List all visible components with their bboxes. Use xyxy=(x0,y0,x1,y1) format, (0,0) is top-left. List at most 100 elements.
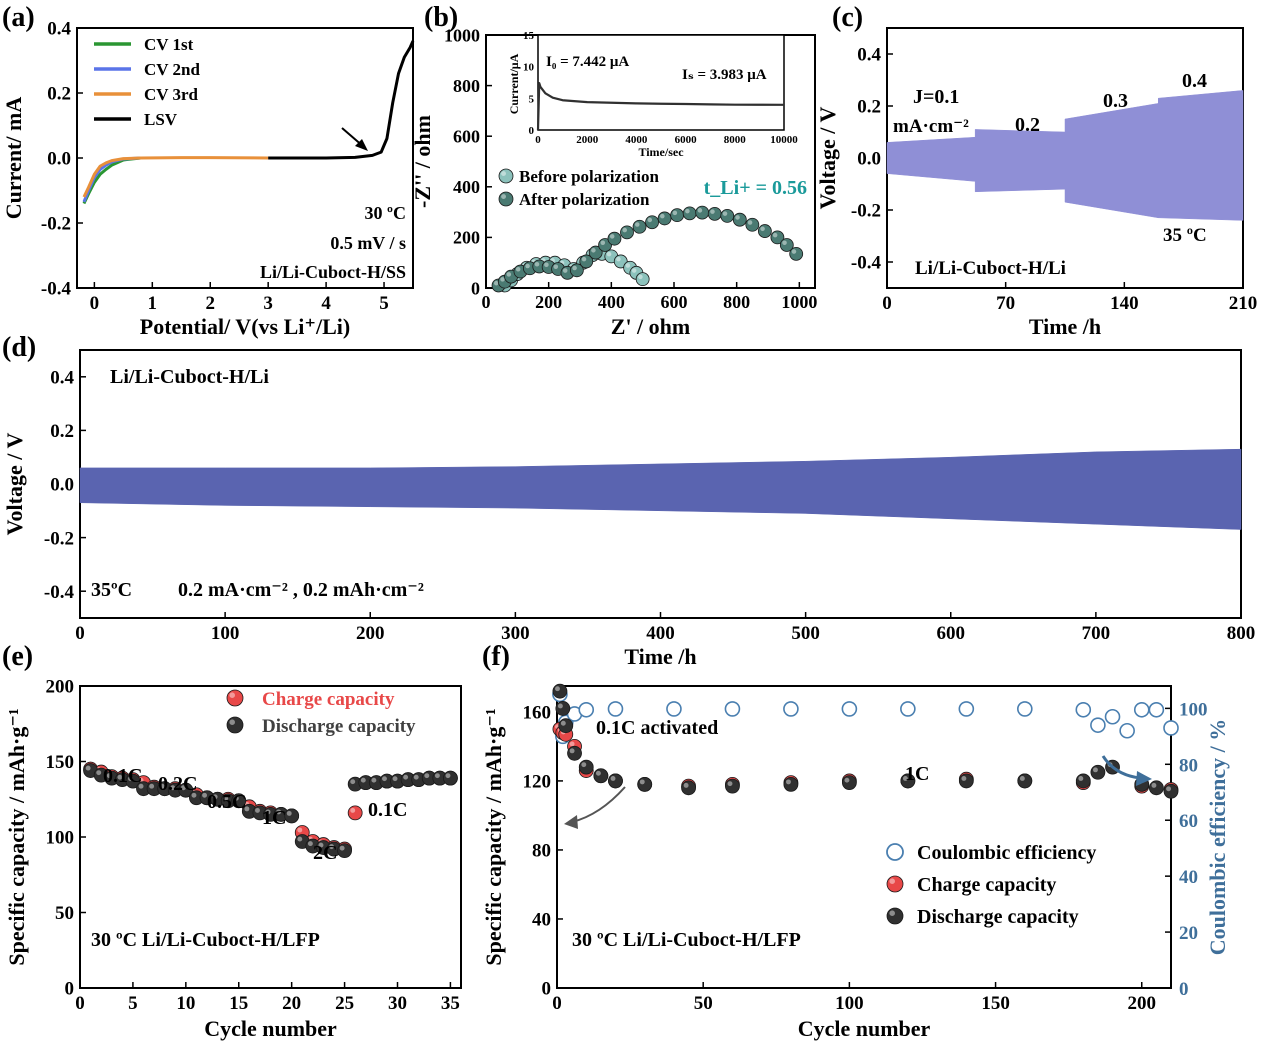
data-point xyxy=(1133,701,1150,718)
panel-d: 0 100 200 300 400 500 600 700 800 -0.4 -0.2 0.0 0.2 0… xyxy=(2,349,1255,669)
panel-label: (f) xyxy=(482,641,510,672)
data-point-highlight xyxy=(844,777,850,783)
data-point-highlight xyxy=(276,809,282,815)
data-point xyxy=(900,701,916,717)
data-point-highlight xyxy=(403,774,409,780)
data-point-highlight xyxy=(525,263,530,269)
y-tick-label: 600 xyxy=(453,127,480,147)
y-tick-label: 200 xyxy=(46,677,75,698)
voltage-band xyxy=(974,129,1066,193)
x-tick-label: 200 xyxy=(356,623,385,644)
data-point-highlight xyxy=(297,836,303,842)
x-tick-label: 600 xyxy=(937,623,966,644)
inset-label: Iₛ = 3.983 μA xyxy=(682,67,767,83)
y-axis-label: Specific capacity / mAh·g⁻¹ xyxy=(481,708,506,965)
data-point xyxy=(579,254,594,269)
data-point-highlight xyxy=(747,220,753,225)
data-point-highlight xyxy=(149,783,155,789)
plot-frame xyxy=(556,685,1172,989)
data-point xyxy=(745,217,760,232)
y-tick-label: -0.4 xyxy=(41,279,72,300)
data-point xyxy=(958,701,975,717)
data-point-highlight xyxy=(727,781,733,787)
data-point xyxy=(841,775,857,791)
legend-marker xyxy=(886,843,904,861)
series-line xyxy=(82,156,269,198)
inset-x-tick-label: 2000 xyxy=(576,134,599,146)
data-point-highlight xyxy=(557,703,563,709)
data-point xyxy=(555,701,571,716)
data-point-highlight xyxy=(96,770,102,776)
x-tick-label: 200 xyxy=(1128,993,1157,1014)
y-tick-label: 1000 xyxy=(444,25,480,45)
legend-marker xyxy=(886,875,904,893)
data-point xyxy=(125,773,141,789)
x-tick-label: 400 xyxy=(598,292,625,312)
rate-label: 1C xyxy=(262,807,286,829)
legend-label: CV 1st xyxy=(144,35,194,54)
data-point xyxy=(958,773,974,789)
data-point-highlight xyxy=(1078,776,1084,781)
voltage-band xyxy=(79,448,1242,530)
data-point-highlight xyxy=(710,209,715,214)
data-point-highlight xyxy=(683,782,689,788)
data-point-highlight xyxy=(1151,782,1157,788)
data-point-highlight xyxy=(1166,786,1172,792)
data-point-highlight xyxy=(791,249,797,254)
y-tick-label: 0.4 xyxy=(857,45,881,66)
data-point-highlight xyxy=(697,208,703,213)
data-point-highlight xyxy=(493,280,499,286)
annotation: mA·cm⁻² xyxy=(893,116,969,137)
data-point xyxy=(779,238,794,252)
data-point xyxy=(620,225,634,240)
data-point xyxy=(725,778,740,794)
x-axis-label: Potential/ V(vs Li⁺/Li) xyxy=(140,314,350,339)
legend-marker-highlight xyxy=(229,692,235,698)
x-axis-label: Cycle number xyxy=(204,1016,337,1041)
y-tick-label: 0 xyxy=(471,278,480,298)
legend-label: Charge capacity xyxy=(917,874,1056,896)
data-point xyxy=(1075,773,1091,789)
x-tick-label: 15 xyxy=(229,993,248,1014)
data-point-highlight xyxy=(212,794,218,800)
data-point-highlight xyxy=(569,741,575,747)
annotation: Li/Li-Cuboct-H/Li xyxy=(110,366,269,388)
y-axis-label: Voltage / V xyxy=(2,433,27,536)
data-point-highlight xyxy=(560,720,566,726)
data-point xyxy=(284,808,300,824)
panel-label: (e) xyxy=(2,641,33,672)
data-point-highlight xyxy=(616,256,621,262)
data-point xyxy=(1119,722,1135,739)
data-point xyxy=(707,206,722,221)
data-point-highlight xyxy=(382,776,387,782)
data-point xyxy=(757,224,772,238)
data-point-highlight xyxy=(350,779,356,785)
annotation: 1C xyxy=(905,763,929,785)
data-point-highlight xyxy=(638,274,643,280)
x-tick-label: 200 xyxy=(535,292,562,312)
y-tick-label: 100 xyxy=(46,828,75,849)
arrow xyxy=(1101,755,1141,780)
legend-marker-highlight xyxy=(889,910,895,916)
x-tick-label: 0 xyxy=(482,292,491,312)
y-axis-label: Voltage / V xyxy=(815,107,840,210)
y-tick-label: -0.2 xyxy=(44,528,74,549)
y2-tick-label: 80 xyxy=(1179,755,1198,776)
y-tick-label: 40 xyxy=(532,910,551,931)
data-point xyxy=(347,805,363,821)
data-point-highlight xyxy=(128,776,133,782)
data-point xyxy=(657,211,672,226)
y-tick-label: 0.0 xyxy=(47,149,71,170)
data-point-highlight xyxy=(622,227,627,233)
data-point-highlight xyxy=(180,785,186,791)
data-point xyxy=(1090,717,1106,733)
x-tick-label: 600 xyxy=(661,292,688,312)
x-axis-label: Time /h xyxy=(1029,314,1101,339)
data-point-highlight xyxy=(339,845,345,851)
data-point-highlight xyxy=(318,842,324,848)
y2-tick-label: 40 xyxy=(1179,867,1198,888)
annotation: 30 ºC Li/Li-Cuboct-H/LFP xyxy=(91,929,320,951)
data-point-highlight xyxy=(265,809,271,815)
data-point xyxy=(682,206,697,221)
annotation: 35ºC xyxy=(91,579,132,601)
